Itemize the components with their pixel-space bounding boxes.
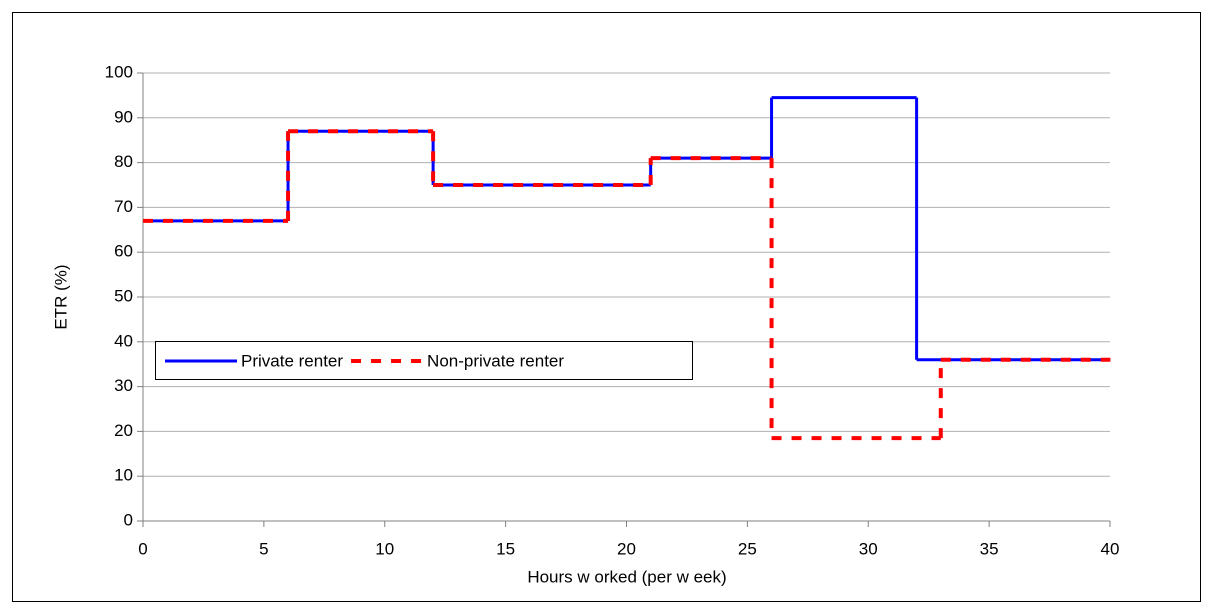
y-tick-label: 50 (114, 286, 133, 305)
legend: Private renter Non-private renter (155, 341, 693, 380)
y-tick-label: 90 (114, 107, 133, 126)
y-tick-label: 80 (114, 152, 133, 171)
y-tick-label: 10 (114, 466, 133, 485)
x-axis-title: Hours w orked (per w eek) (527, 567, 726, 586)
y-tick-label: 70 (114, 197, 133, 216)
x-tick-label: 40 (1101, 539, 1120, 558)
chart-frame (12, 12, 1201, 602)
legend-label: Private renter (241, 351, 343, 370)
y-tick-label: 20 (114, 421, 133, 440)
y-tick-label: 0 (124, 510, 133, 529)
x-tick-label: 5 (259, 539, 268, 558)
y-tick-label: 60 (114, 242, 133, 261)
y-tick-label: 30 (114, 376, 133, 395)
x-tick-label: 30 (859, 539, 878, 558)
x-tick-label: 10 (375, 539, 394, 558)
x-tick-label: 25 (738, 539, 757, 558)
x-tick-label: 35 (980, 539, 999, 558)
x-tick-label: 15 (496, 539, 515, 558)
legend-box (155, 341, 693, 380)
y-axis-title: ETR (%) (51, 264, 70, 329)
x-tick-label: 0 (138, 539, 147, 558)
x-tick-label: 20 (617, 539, 636, 558)
y-tick-label: 40 (114, 331, 133, 350)
legend-label: Non-private renter (427, 351, 564, 370)
series (143, 129, 1110, 441)
y-tick-label: 100 (105, 62, 133, 81)
